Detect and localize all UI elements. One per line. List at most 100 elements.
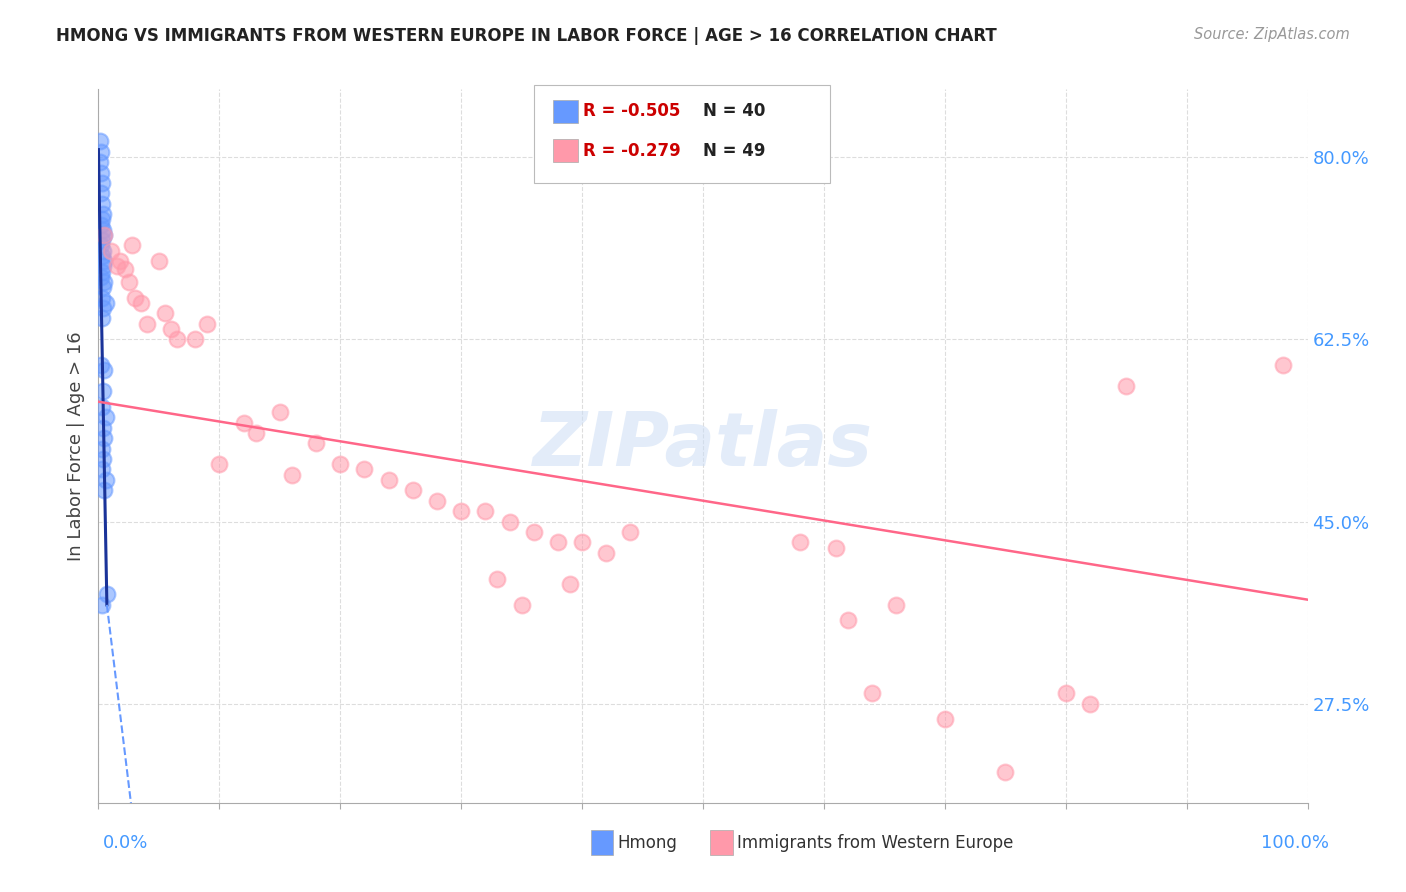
Point — [498, 515, 520, 529]
Point — [89, 134, 111, 148]
Point — [377, 473, 399, 487]
Point — [96, 587, 118, 601]
Point — [93, 431, 115, 445]
Point — [166, 332, 188, 346]
Text: Hmong: Hmong — [617, 834, 678, 852]
Point — [91, 196, 114, 211]
Point — [129, 295, 152, 310]
Point — [595, 546, 617, 560]
Text: 100.0%: 100.0% — [1261, 834, 1329, 852]
Point — [208, 457, 231, 471]
Point — [90, 145, 112, 159]
Point — [547, 535, 569, 549]
Point — [91, 212, 114, 227]
Point — [91, 244, 114, 258]
Point — [91, 264, 114, 278]
Point — [619, 524, 641, 539]
Point — [402, 483, 425, 498]
Point — [91, 452, 114, 467]
Point — [1078, 697, 1101, 711]
Point — [90, 269, 112, 284]
Point — [105, 260, 128, 274]
Text: ZIPatlas: ZIPatlas — [533, 409, 873, 483]
Point — [195, 317, 218, 331]
Point — [91, 207, 114, 221]
Point — [94, 295, 117, 310]
Text: Immigrants from Western Europe: Immigrants from Western Europe — [737, 834, 1014, 852]
Point — [245, 425, 267, 440]
Text: R = -0.505: R = -0.505 — [583, 103, 681, 120]
Point — [93, 363, 115, 377]
Point — [91, 260, 114, 274]
Text: HMONG VS IMMIGRANTS FROM WESTERN EUROPE IN LABOR FORCE | AGE > 16 CORRELATION CH: HMONG VS IMMIGRANTS FROM WESTERN EUROPE … — [56, 27, 997, 45]
Point — [93, 254, 115, 268]
Point — [1115, 379, 1137, 393]
Point — [91, 176, 114, 190]
Point — [91, 421, 114, 435]
Point — [93, 228, 115, 243]
Point — [91, 249, 114, 263]
Point — [91, 442, 114, 456]
Point — [135, 317, 157, 331]
Point — [426, 493, 449, 508]
Point — [90, 218, 112, 232]
Point — [93, 483, 115, 498]
Point — [100, 244, 122, 258]
Point — [91, 462, 114, 476]
Point — [91, 311, 114, 326]
Point — [91, 598, 114, 612]
Point — [91, 291, 114, 305]
Point — [450, 504, 472, 518]
Point — [108, 254, 131, 268]
Point — [860, 686, 883, 700]
Text: 0.0%: 0.0% — [103, 834, 148, 852]
Point — [91, 223, 114, 237]
Point — [789, 535, 811, 549]
Point — [329, 457, 352, 471]
Point — [934, 713, 956, 727]
Text: N = 40: N = 40 — [703, 103, 765, 120]
Y-axis label: In Labor Force | Age > 16: In Labor Force | Age > 16 — [66, 331, 84, 561]
Point — [994, 764, 1017, 779]
Point — [118, 275, 141, 289]
Point — [353, 462, 375, 476]
Point — [148, 254, 170, 268]
Point — [114, 262, 136, 277]
Point — [474, 504, 496, 518]
Point — [523, 524, 546, 539]
Point — [124, 291, 146, 305]
Point — [90, 186, 112, 201]
Point — [91, 280, 114, 294]
Point — [91, 384, 114, 399]
Point — [825, 541, 848, 555]
Point — [93, 228, 115, 243]
Text: N = 49: N = 49 — [703, 142, 765, 160]
Point — [1272, 358, 1295, 372]
Point — [93, 275, 115, 289]
Point — [91, 301, 114, 315]
Point — [121, 238, 143, 252]
Text: Source: ZipAtlas.com: Source: ZipAtlas.com — [1194, 27, 1350, 42]
Point — [90, 358, 112, 372]
Point — [837, 614, 859, 628]
Point — [1054, 686, 1077, 700]
Point — [89, 155, 111, 169]
Point — [94, 473, 117, 487]
Point — [232, 416, 254, 430]
Point — [94, 410, 117, 425]
Point — [269, 405, 291, 419]
Point — [558, 577, 581, 591]
Point — [510, 598, 533, 612]
Point — [90, 238, 112, 252]
Text: R = -0.279: R = -0.279 — [583, 142, 682, 160]
Point — [91, 400, 114, 414]
Point — [184, 332, 207, 346]
Point — [90, 165, 112, 179]
Point — [91, 233, 114, 247]
Point — [886, 598, 908, 612]
Point — [305, 436, 328, 450]
Point — [281, 467, 304, 482]
Point — [153, 306, 176, 320]
Point — [486, 572, 509, 586]
Point — [160, 322, 183, 336]
